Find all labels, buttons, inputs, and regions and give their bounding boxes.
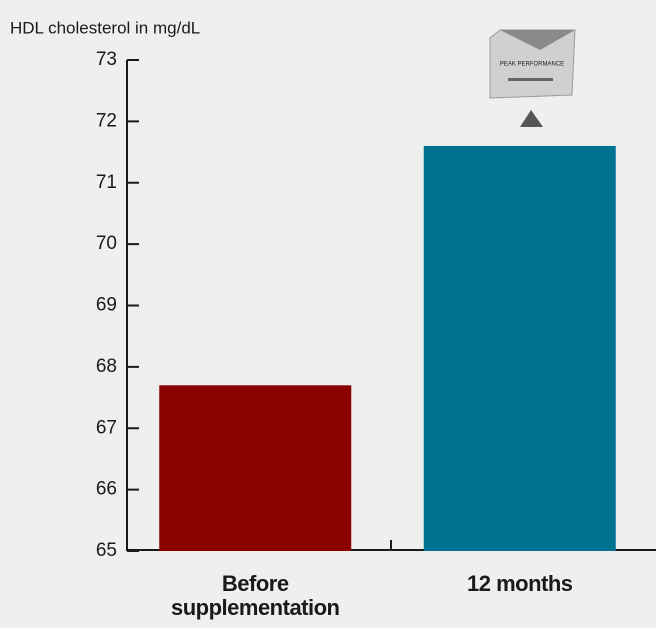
x-tick-label: Before supplementation [170, 571, 340, 620]
y-tick-label: 71 [96, 172, 117, 193]
y-tick-label: 69 [96, 295, 117, 316]
product-icon: PEAK PERFORMANCE [489, 29, 576, 127]
y-tick-label: 70 [96, 233, 117, 254]
product-box-flap [500, 30, 575, 50]
bar [423, 145, 616, 552]
increase-arrow [520, 110, 543, 127]
y-axis-label: HDL cholesterol in mg/dL [10, 18, 200, 37]
bar [159, 385, 352, 551]
y-tick-label: 67 [96, 417, 117, 438]
y-tick-label: 65 [96, 540, 117, 561]
y-tick-label: 68 [96, 356, 117, 377]
y-tick-label: 72 [96, 110, 117, 131]
product-label: PEAK PERFORMANCE [500, 62, 564, 68]
y-tick-label: 73 [96, 49, 117, 70]
y-tick-label: 66 [96, 479, 117, 500]
product-box-stripe [508, 78, 553, 81]
x-tick-label: 12 months [466, 571, 573, 596]
